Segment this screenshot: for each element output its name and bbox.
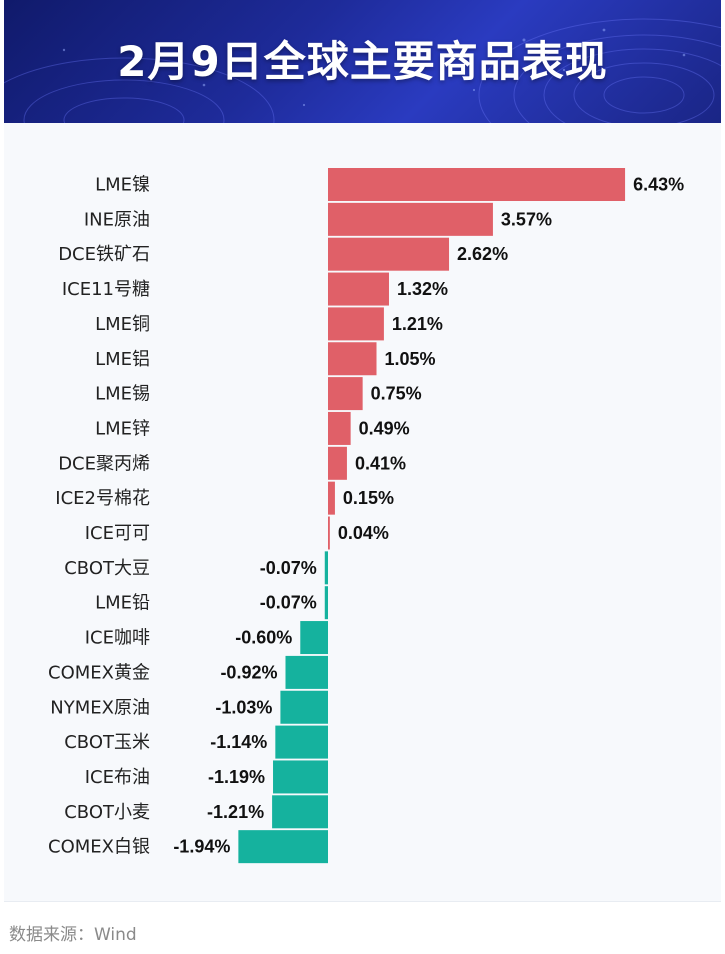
page-title: 2月9日全球主要商品表现 <box>117 37 608 86</box>
chart-panel: LME镍 6.43% INE原油 3.57% DCE铁矿石 2.62% ICE11号糖 1.3… <box>4 123 721 902</box>
value-label: 1.05% <box>385 349 436 369</box>
category-label: DCE聚丙烯 <box>58 453 150 474</box>
category-label: NYMEX原油 <box>50 697 150 718</box>
value-label: 1.21% <box>392 314 443 334</box>
category-label: LME锡 <box>95 384 150 405</box>
value-label: 2.62% <box>457 244 508 264</box>
bar-8 <box>328 446 347 480</box>
bar-1 <box>328 202 493 236</box>
bar-17 <box>273 760 328 794</box>
value-label: 0.75% <box>371 384 422 404</box>
bar-0 <box>328 168 626 201</box>
bar-16 <box>275 725 328 759</box>
category-label: COMEX白银 <box>48 837 150 858</box>
value-label: -1.03% <box>215 697 272 717</box>
category-label: ICE2号棉花 <box>55 488 150 509</box>
category-label: LME锌 <box>95 418 150 439</box>
bar-5 <box>328 342 377 376</box>
category-label: INE原油 <box>84 209 150 230</box>
bar-6 <box>328 377 363 411</box>
category-label: DCE铁矿石 <box>58 244 150 265</box>
source-note: 数据来源：Wind <box>9 925 137 945</box>
value-label: -0.92% <box>220 662 277 682</box>
value-label: 0.15% <box>343 488 394 508</box>
value-label: -1.21% <box>207 802 264 822</box>
contour-pattern-decoration <box>4 18 721 123</box>
value-label: -1.19% <box>208 767 265 787</box>
bar-11 <box>324 551 328 585</box>
category-label: LME镍 <box>95 175 150 196</box>
value-label: -0.60% <box>235 628 292 648</box>
bar-3 <box>328 272 389 306</box>
bar-chart: LME镍 6.43% INE原油 3.57% DCE铁矿石 2.62% ICE11号糖 1.3… <box>48 168 684 864</box>
value-label: -1.94% <box>173 837 230 857</box>
category-label: COMEX黄金 <box>48 662 150 683</box>
category-label: ICE可可 <box>85 523 150 544</box>
category-label: CBOT大豆 <box>64 558 150 579</box>
header-banner: 2月9日全球主要商品表现 <box>4 0 721 123</box>
bar-13 <box>300 621 328 655</box>
category-label: ICE布油 <box>85 767 150 788</box>
bar-9 <box>328 481 335 515</box>
category-label: LME铜 <box>95 314 150 335</box>
value-label: 0.04% <box>338 523 389 543</box>
category-label: CBOT玉米 <box>64 732 150 753</box>
bar-12 <box>324 586 328 620</box>
value-label: 3.57% <box>501 209 552 229</box>
bar-10 <box>328 516 330 550</box>
bar-2 <box>328 237 450 271</box>
value-label: 0.49% <box>359 418 410 438</box>
bar-19 <box>238 830 328 864</box>
bar-18 <box>272 795 328 829</box>
value-label: 6.43% <box>633 175 684 195</box>
category-label: CBOT小麦 <box>64 802 150 823</box>
value-label: 1.32% <box>397 279 448 299</box>
category-label: LME铅 <box>95 593 150 614</box>
category-label: ICE11号糖 <box>62 279 150 300</box>
bar-14 <box>285 655 328 689</box>
bar-15 <box>280 690 328 724</box>
value-label: 0.41% <box>355 453 406 473</box>
bar-7 <box>328 411 351 445</box>
bar-4 <box>328 307 384 341</box>
value-label: -1.14% <box>210 732 267 752</box>
category-label: LME铝 <box>95 349 150 370</box>
value-label: -0.07% <box>260 558 317 578</box>
category-label: ICE咖啡 <box>85 628 150 649</box>
value-label: -0.07% <box>260 593 317 613</box>
